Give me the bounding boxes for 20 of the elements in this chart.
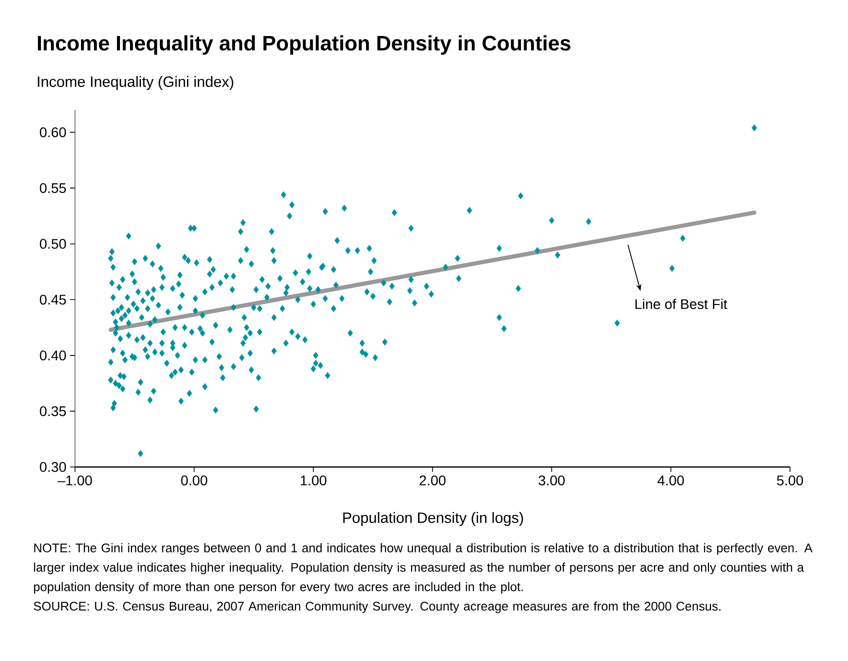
y-tick-label: 0.45 <box>40 294 66 305</box>
chart-title: Income Inequality and Population Density in Counties <box>38 35 570 55</box>
x-tick-label: 1.00 <box>300 475 326 486</box>
x-tick-label: 4.00 <box>658 475 684 486</box>
y-tick-label: 0.50 <box>40 238 66 249</box>
x-axis-title: Population Density (in logs) <box>343 512 523 526</box>
y-tick-label: 0.60 <box>40 127 66 138</box>
x-tick-label: –1.00 <box>58 475 92 486</box>
y-axis-title: Income Inequality (Gini index) <box>38 76 234 90</box>
x-tick-label: 0.00 <box>181 475 208 486</box>
y-tick-label: 0.35 <box>40 406 66 416</box>
source-note: SOURCE: U.S. Census Bureau, 2007 American Community Survey. County acreage measures are from the 2000 Census. <box>34 601 720 614</box>
annotation: Line of Best Fit <box>635 298 728 310</box>
x-tick-label: 2.00 <box>420 475 446 486</box>
y-tick-label: 0.30 <box>40 462 66 472</box>
y-tick-label: 0.40 <box>40 350 66 360</box>
y-tick-label: 0.55 <box>40 183 66 194</box>
text: NOTE: The Gini index ranges between 0 and 1 and indicates how unequal a distribution is relative to a distribution that is perfectly even. A larger index value indicates higher inequality. Population density is measured as the number of persons per acre and only counties with a population density of more than one person for every two acres are included in the plot. <box>34 543 812 594</box>
x-tick-label: 3.00 <box>538 475 565 486</box>
x-tick-label: 5.00 <box>776 475 804 486</box>
